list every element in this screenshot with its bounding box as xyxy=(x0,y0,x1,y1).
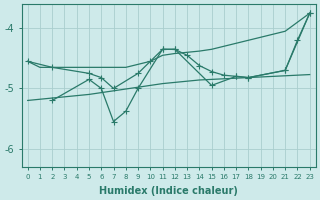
X-axis label: Humidex (Indice chaleur): Humidex (Indice chaleur) xyxy=(99,186,238,196)
